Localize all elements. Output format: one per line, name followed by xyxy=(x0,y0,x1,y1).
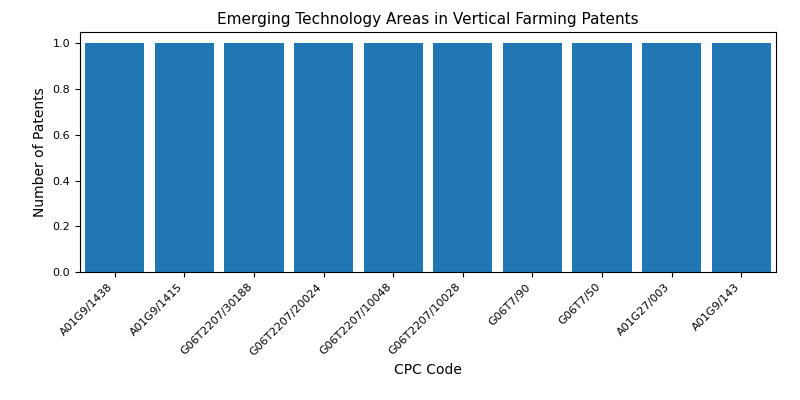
Bar xyxy=(364,44,422,272)
Bar xyxy=(225,44,283,272)
Bar xyxy=(712,44,770,272)
Bar xyxy=(294,44,353,272)
Bar xyxy=(434,44,492,272)
X-axis label: CPC Code: CPC Code xyxy=(394,363,462,377)
Bar xyxy=(503,44,562,272)
Y-axis label: Number of Patents: Number of Patents xyxy=(33,87,47,217)
Bar xyxy=(573,44,631,272)
Title: Emerging Technology Areas in Vertical Farming Patents: Emerging Technology Areas in Vertical Fa… xyxy=(217,12,639,27)
Bar xyxy=(86,44,144,272)
Bar xyxy=(642,44,701,272)
Bar xyxy=(155,44,214,272)
